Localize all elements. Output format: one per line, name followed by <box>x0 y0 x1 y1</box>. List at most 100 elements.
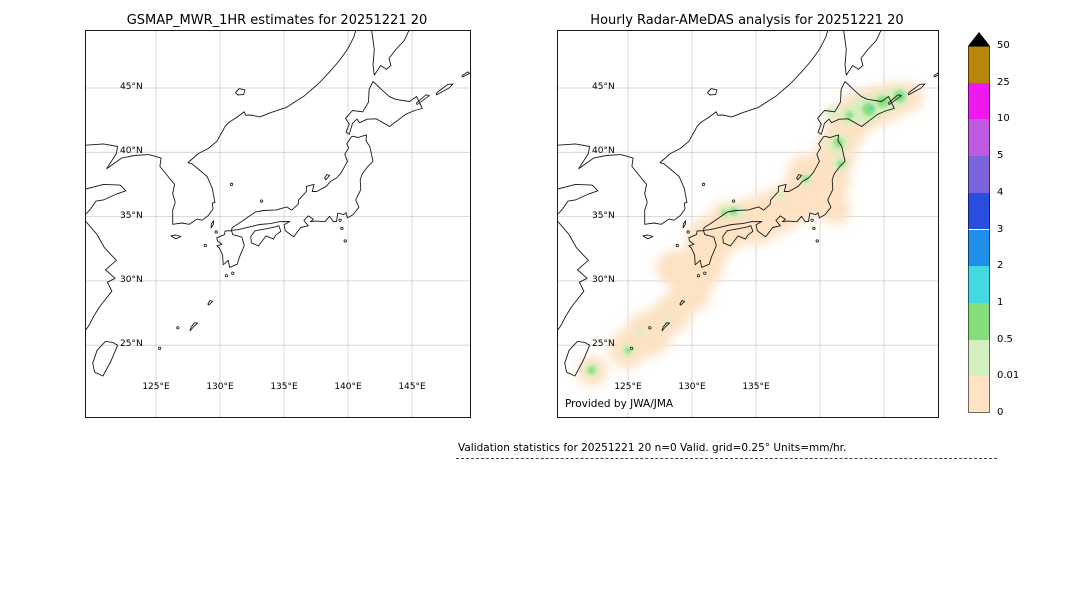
island-dot <box>338 218 342 222</box>
colorbar-segment <box>968 229 990 267</box>
island-dot <box>686 230 690 234</box>
coastline <box>92 340 119 377</box>
coastline <box>707 88 718 96</box>
coastline <box>558 183 599 215</box>
coastline <box>416 94 430 106</box>
island-dot <box>701 182 706 186</box>
coastline <box>558 221 589 330</box>
lon-tick-label: 145°E <box>398 382 426 392</box>
lat-tick-label: 40°N <box>120 146 143 157</box>
colorbar-segment <box>968 302 990 340</box>
coastline <box>235 88 246 96</box>
colorbar-segment <box>968 192 990 230</box>
coastline <box>216 230 245 268</box>
lat-tick-label: 30°N <box>120 274 143 285</box>
colorbar-tick-label: 4 <box>997 186 1004 198</box>
precip-blob <box>637 328 645 337</box>
coastline <box>907 83 926 96</box>
island-dot <box>176 326 180 330</box>
coastline <box>86 183 127 215</box>
coastline <box>86 221 117 330</box>
precip-blob <box>587 366 596 375</box>
colorbar-tick-label: 1 <box>997 296 1004 308</box>
island-dot <box>214 230 218 234</box>
colorbar-segment <box>968 46 990 83</box>
coastline <box>933 72 938 78</box>
lon-tick-label: 130°E <box>678 382 706 392</box>
colorbar: 50 25 10 5 4 3 2 1 0.5 0.01 0 <box>968 32 1028 432</box>
colorbar-segment <box>968 376 990 413</box>
precip-blob <box>825 106 838 119</box>
lat-tick-label: 35°N <box>592 210 615 221</box>
coastline <box>564 340 591 377</box>
island-dot <box>812 226 816 230</box>
island-dot <box>260 199 264 203</box>
coastline <box>817 81 895 135</box>
island-dot <box>703 271 707 275</box>
coastline <box>324 174 331 181</box>
colorbar-segment <box>968 82 990 120</box>
island-dot <box>340 226 344 230</box>
coastline <box>558 31 829 225</box>
coastline <box>888 94 902 106</box>
lon-tick-label: 130°E <box>206 382 234 392</box>
island-dot <box>630 346 634 350</box>
island-dot <box>810 218 814 222</box>
coastline <box>207 300 214 306</box>
colorbar-tick-label: 0 <box>997 407 1004 418</box>
precip-blob <box>837 160 844 167</box>
map-svg <box>86 31 470 417</box>
map-panel-radar-amedas: Provided by JWA/JMA 45°N 40°N 35°N 30°N 25°N… <box>557 30 939 418</box>
coastline <box>682 220 687 229</box>
island-dot <box>224 274 228 278</box>
lat-tick-label: 25°N <box>120 339 143 350</box>
lon-tick-label: 125°E <box>614 382 642 392</box>
island-dot <box>648 326 652 330</box>
lat-tick-label: 30°N <box>592 274 615 285</box>
island-dot <box>343 239 347 243</box>
coastline <box>189 322 199 332</box>
left-panel-title: GSMAP_MWR_1HR estimates for 20251221 20 <box>126 13 428 28</box>
precip-blob <box>845 111 854 119</box>
island-dot <box>815 239 819 243</box>
colorbar-segment <box>968 266 990 303</box>
island-dot <box>696 274 700 278</box>
colorbar-segment <box>968 119 990 157</box>
coastline <box>170 234 182 240</box>
coastline <box>231 134 374 238</box>
lat-tick-label: 45°N <box>592 82 615 92</box>
colorbar-tick-label: 0.01 <box>997 370 1020 382</box>
coastline <box>679 300 686 306</box>
precip-blob <box>786 154 823 191</box>
island-dot <box>231 271 235 275</box>
coastline <box>843 31 882 76</box>
coastline <box>703 134 846 238</box>
island-dot <box>675 243 679 248</box>
colorbar-tick-label: 10 <box>997 113 1010 125</box>
right-panel-title: Hourly Radar-AMeDAS analysis for 2025122… <box>590 13 904 28</box>
colorbar-tick-label: 2 <box>997 260 1004 272</box>
island-dot <box>732 199 736 203</box>
validation-stats-text: Validation statistics for 20251221 20 n=… <box>458 442 847 454</box>
lon-tick-label: 135°E <box>270 382 298 392</box>
island-dot <box>203 243 207 248</box>
coastline <box>86 31 357 225</box>
map-panel-gsmap: 45°N 40°N 35°N 30°N 25°N 125°E 130°E 135°E 140°E… <box>85 30 471 418</box>
island-dot <box>158 346 162 350</box>
lon-tick-label: 125°E <box>142 382 170 392</box>
precip-blob <box>869 106 874 111</box>
lat-tick-label: 40°N <box>592 146 615 157</box>
dashed-divider-line <box>456 458 997 459</box>
coastline <box>250 225 282 247</box>
colorbar-tick-label: 5 <box>997 150 1004 162</box>
colorbar-tick-label: 3 <box>997 223 1004 235</box>
island-dot <box>229 182 234 186</box>
precip-blob <box>721 209 727 216</box>
coastline <box>461 71 470 78</box>
lat-tick-label: 45°N <box>120 82 143 92</box>
precip-blob <box>624 347 632 354</box>
coastline <box>642 234 654 240</box>
lon-tick-label: 140°E <box>334 382 362 392</box>
colorbar-segment <box>968 156 990 193</box>
